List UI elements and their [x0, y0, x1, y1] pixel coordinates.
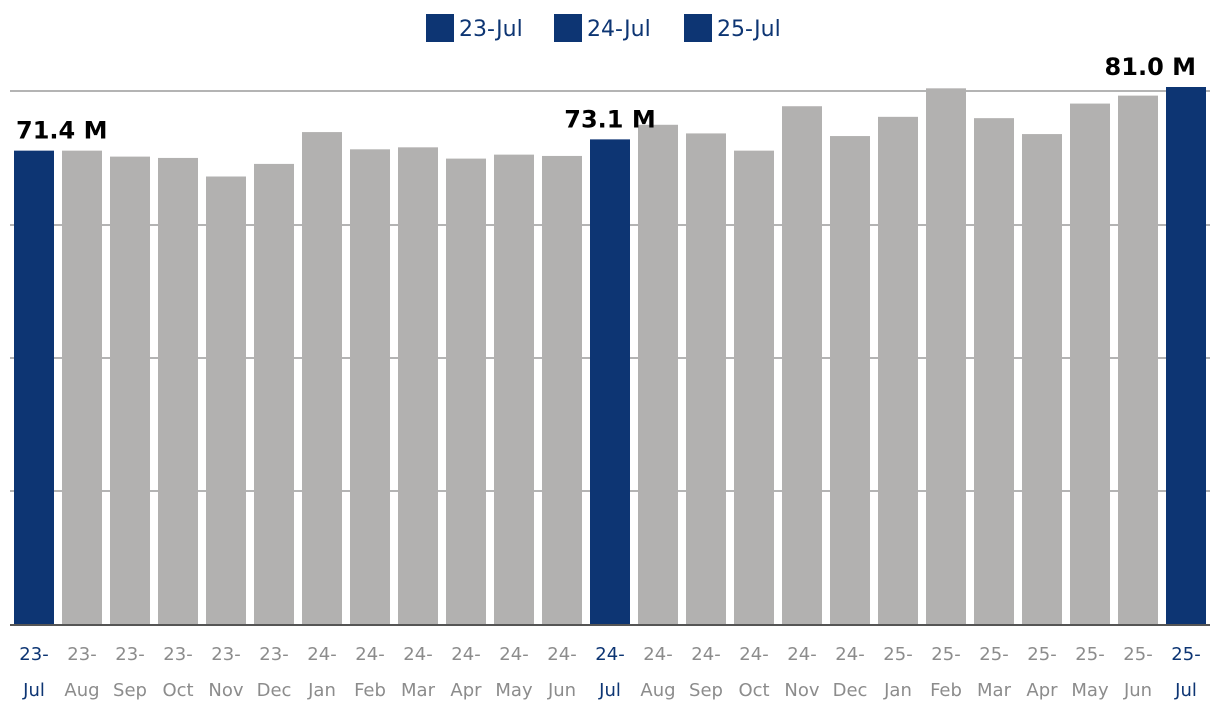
bar-24-sep — [686, 133, 726, 624]
x-tick-label: Sep — [689, 680, 723, 701]
x-tick-label: Jun — [1123, 680, 1152, 701]
x-tick-label: 25- — [1123, 644, 1152, 665]
x-tick-label: 25- — [883, 644, 912, 665]
x-tick-label: Mar — [977, 680, 1012, 701]
bar-23-dec — [254, 163, 294, 625]
bar-24-aug — [638, 124, 678, 625]
x-tick-label: Feb — [930, 680, 962, 701]
x-tick-label: 25- — [1075, 644, 1104, 665]
bar-24-jan — [302, 132, 342, 624]
legend-label: 23-Jul — [459, 17, 523, 42]
x-tick-label: 24- — [307, 644, 336, 665]
x-tick-label: 24- — [595, 644, 624, 665]
x-tick-label: 25- — [979, 644, 1008, 665]
legend-swatch — [426, 14, 454, 42]
x-tick-label: Jan — [307, 680, 336, 701]
bar-25-feb — [926, 88, 966, 624]
x-tick-label: May — [1071, 680, 1109, 701]
bar-25-jan — [878, 116, 918, 624]
x-tick-label: 24- — [835, 644, 864, 665]
data-labels: 71.4 M 73.1 M 81.0 M — [16, 53, 1196, 145]
bar-23-nov — [206, 176, 246, 624]
x-tick-label: 25- — [1027, 644, 1056, 665]
bar-23-oct — [158, 157, 198, 624]
legend-swatch — [684, 14, 712, 42]
x-tick-label: 23- — [19, 644, 48, 665]
x-tick-label: 24- — [739, 644, 768, 665]
bars — [14, 87, 1206, 625]
x-tick-label: 24- — [691, 644, 720, 665]
x-tick-label: 24- — [355, 644, 384, 665]
bar-24-jun — [542, 155, 582, 624]
x-axis: 23- Jul 23- Aug 23- Sep 23- Oct 23- Nov 23- Dec 24- J… — [10, 624, 1210, 701]
x-tick-label: 25- — [1171, 644, 1200, 665]
data-label: 81.0 M — [1105, 53, 1196, 81]
x-tick-label: 23- — [115, 644, 144, 665]
bar-25-jun — [1118, 95, 1158, 624]
bar-25-mar — [974, 118, 1014, 625]
bar-24-dec — [830, 136, 870, 624]
legend-label: 24-Jul — [587, 17, 651, 42]
x-tick-label: 24- — [451, 644, 480, 665]
x-tick-label: Apr — [450, 680, 482, 701]
x-tick-label: 23- — [259, 644, 288, 665]
x-tick-label: Jul — [598, 680, 621, 701]
x-tick-label: 24- — [547, 644, 576, 665]
x-tick-label: Oct — [162, 680, 193, 701]
legend-label: 25-Jul — [717, 17, 781, 42]
x-tick-label: Dec — [257, 680, 292, 701]
bar-24-oct — [734, 150, 774, 624]
x-tick-label: 24- — [499, 644, 528, 665]
bar-24-mar — [398, 147, 438, 624]
bar-25-apr — [1022, 134, 1062, 624]
bar-23-jul — [14, 150, 54, 624]
legend-swatch — [554, 14, 582, 42]
x-tick-label: Feb — [354, 680, 386, 701]
legend: 23-Jul 24-Jul 25-Jul — [426, 14, 781, 42]
x-tick-label: Jan — [883, 680, 912, 701]
bar-25-may — [1070, 103, 1110, 624]
x-tick-label: Nov — [784, 680, 819, 701]
bar-23-aug — [62, 150, 102, 624]
x-tick-label: 24- — [403, 644, 432, 665]
x-tick-label: Jun — [547, 680, 576, 701]
x-tick-label: 25- — [931, 644, 960, 665]
x-tick-label: Jul — [1174, 680, 1197, 701]
x-tick-label: Sep — [113, 680, 147, 701]
x-tick-label: Aug — [64, 680, 99, 701]
bar-24-nov — [782, 106, 822, 624]
x-tick-label: Jul — [22, 680, 45, 701]
bar-24-feb — [350, 149, 390, 624]
x-tick-label: Aug — [640, 680, 675, 701]
data-label: 73.1 M — [564, 105, 655, 133]
data-label: 71.4 M — [16, 117, 107, 145]
x-tick-label: 23- — [67, 644, 96, 665]
x-tick-label: Mar — [401, 680, 436, 701]
bar-25-jul — [1166, 87, 1206, 624]
x-tick-label: 23- — [163, 644, 192, 665]
x-tick-label: Dec — [833, 680, 868, 701]
x-tick-label: 24- — [643, 644, 672, 665]
bar-24-jul — [590, 139, 630, 624]
x-tick-label: 24- — [787, 644, 816, 665]
x-tick-label: Oct — [738, 680, 769, 701]
bar-24-may — [494, 154, 534, 624]
x-tick-label: Apr — [1026, 680, 1058, 701]
x-tick-label: Nov — [208, 680, 243, 701]
x-tick-label: May — [495, 680, 533, 701]
x-tick-label: 23- — [211, 644, 240, 665]
bar-24-apr — [446, 158, 486, 624]
bar-23-sep — [110, 156, 150, 624]
